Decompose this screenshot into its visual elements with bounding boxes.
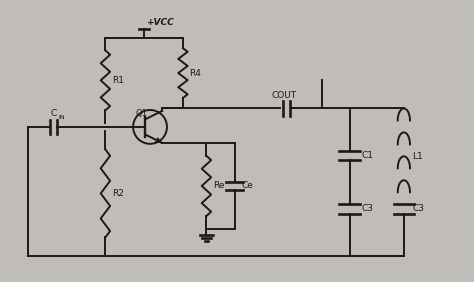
Text: C1: C1 <box>362 151 374 160</box>
Text: R1: R1 <box>112 76 124 85</box>
Text: C3: C3 <box>362 204 374 213</box>
Text: L1: L1 <box>412 152 423 161</box>
Text: C3: C3 <box>412 204 424 213</box>
Text: COUT: COUT <box>272 91 297 100</box>
Text: C: C <box>51 109 57 118</box>
Text: R4: R4 <box>190 69 201 78</box>
Text: R2: R2 <box>112 189 124 198</box>
Text: +VCC: +VCC <box>146 18 174 27</box>
Text: Ce: Ce <box>242 181 254 190</box>
Text: Re: Re <box>213 181 225 190</box>
Text: Q1: Q1 <box>136 109 148 118</box>
Text: IN: IN <box>58 115 64 120</box>
